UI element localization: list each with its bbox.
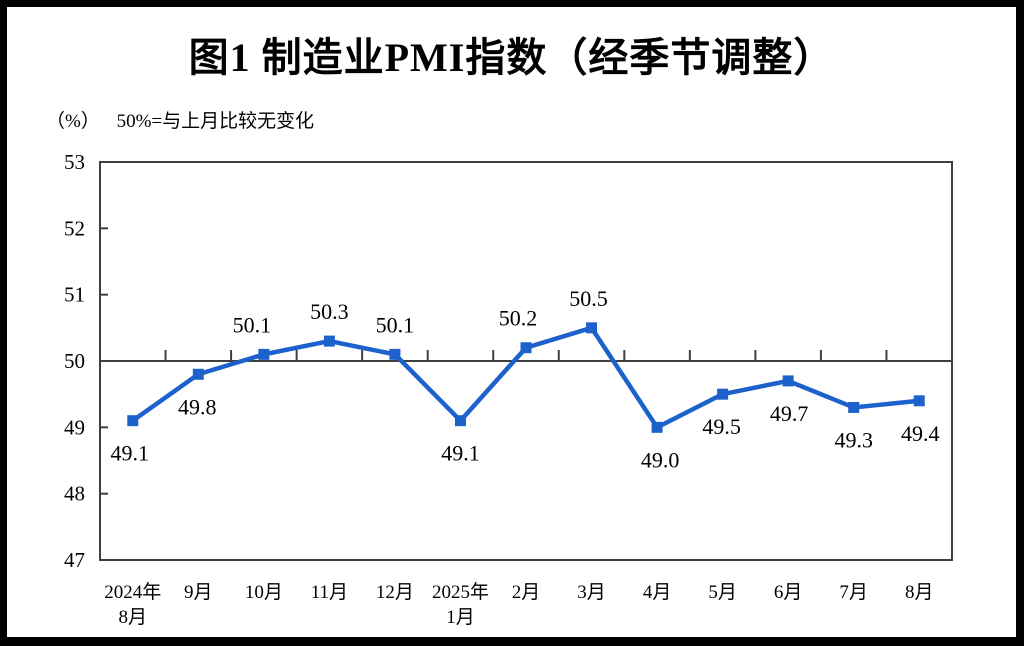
data-label: 49.5 [702, 414, 741, 439]
x-axis-label: 4月 [643, 582, 672, 603]
data-point-marker [389, 348, 401, 360]
x-axis-label: 10月 [245, 582, 283, 603]
data-point-marker [323, 335, 335, 347]
data-point-marker [913, 395, 925, 407]
data-label: 49.3 [834, 427, 873, 452]
y-axis-label: 48 [64, 482, 85, 506]
x-axis-label: 9月 [184, 582, 213, 603]
data-point-marker [848, 401, 860, 413]
y-axis-unit-label: （%） [46, 111, 100, 132]
y-axis-label: 51 [64, 283, 85, 307]
data-point-marker [717, 388, 729, 400]
axis-unit-note: （%） 50%=与上月比较无变化 [46, 106, 314, 133]
reference-line-note: 50%=与上月比较无变化 [116, 111, 315, 132]
y-axis-label: 53 [64, 150, 85, 174]
x-axis-label: 2月 [512, 582, 541, 603]
chart-page: 图1 制造业PMI指数（经季节调整） （%） 50%=与上月比较无变化 47 48… [7, 7, 1016, 637]
x-axis-label: 11月 [311, 582, 348, 603]
x-axis-label: 1月 [446, 607, 475, 628]
x-axis-label: 8月 [119, 607, 148, 628]
x-axis-label: 6月 [774, 582, 803, 603]
y-axis-label: 52 [64, 216, 85, 240]
data-label: 50.2 [499, 306, 538, 331]
data-point-marker [520, 342, 532, 354]
y-axis-label: 47 [64, 548, 85, 572]
data-point-marker [651, 421, 663, 433]
data-label: 49.8 [178, 394, 217, 419]
pmi-line-chart: 47 48 49 50 51 52 53 2024年 8月 9月 10月 11月 12月 2025年 1月 2… [64, 150, 953, 628]
x-axis-label: 8月 [905, 582, 934, 603]
data-point-marker [192, 368, 204, 380]
x-axis-label: 12月 [376, 582, 414, 603]
data-label: 50.5 [569, 286, 608, 311]
x-axis-label: 7月 [839, 582, 868, 603]
y-axis-label: 50 [64, 349, 85, 373]
data-label: 50.3 [310, 299, 349, 324]
data-point-marker [454, 415, 466, 427]
x-axis-label: 2024年 [104, 581, 161, 603]
data-point-marker [127, 415, 139, 427]
data-label: 49.4 [901, 421, 940, 446]
x-axis-label: 2025年 [432, 581, 489, 603]
data-label: 49.1 [441, 441, 480, 466]
data-label: 49.0 [641, 447, 680, 472]
data-label: 49.1 [111, 441, 150, 466]
x-axis-label: 3月 [577, 582, 606, 603]
data-label: 49.7 [770, 401, 809, 426]
data-label: 50.1 [233, 312, 272, 337]
data-label: 50.1 [376, 312, 415, 337]
data-point-marker [586, 322, 598, 334]
data-point-marker [782, 375, 794, 387]
y-axis-label: 49 [64, 415, 85, 439]
data-point-marker [258, 348, 270, 360]
chart-title: 图1 制造业PMI指数（经季节调整） [188, 35, 835, 80]
x-axis-label: 5月 [708, 582, 737, 603]
